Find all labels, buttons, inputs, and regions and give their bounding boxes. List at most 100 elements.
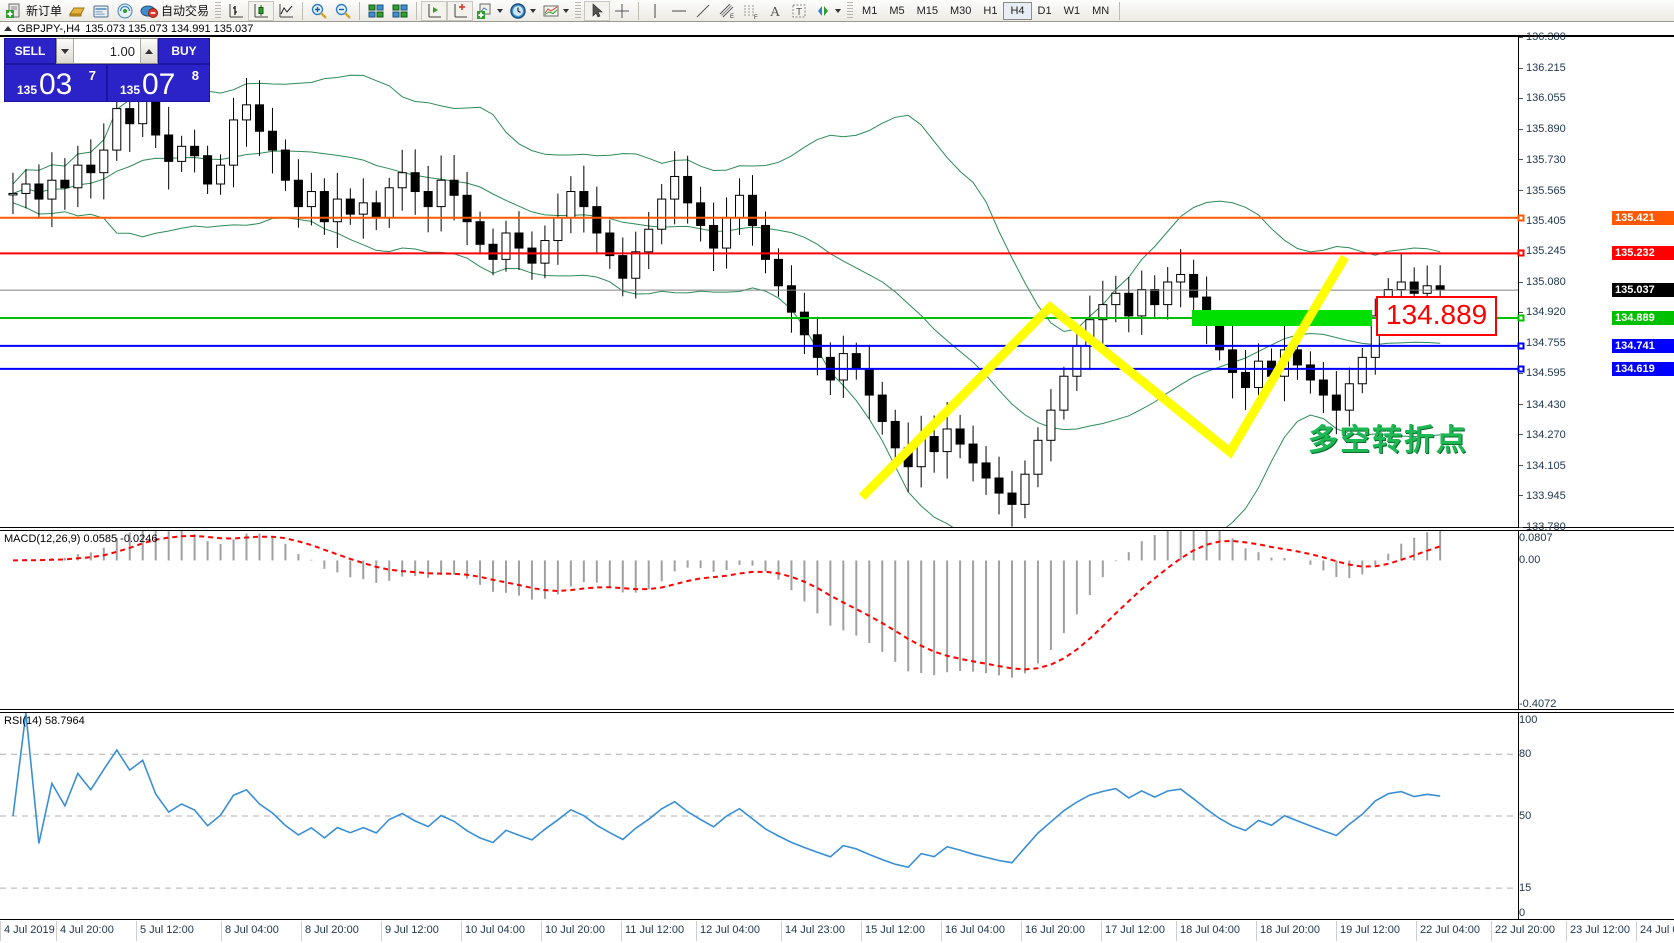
gold-bar-button[interactable] xyxy=(65,1,89,21)
symbol-label: GBPJPY-,H4 xyxy=(17,22,81,35)
price-chart-pane[interactable]: 136.380 136.215 136.055 135.890 135.730 135.5… xyxy=(0,31,1674,533)
periods-button[interactable] xyxy=(506,1,539,21)
trendline-button[interactable] xyxy=(691,1,715,21)
text-button[interactable]: A xyxy=(763,1,787,21)
timeframe-h1-button[interactable]: H1 xyxy=(983,4,998,17)
order-widget-price-row: 135 03 7 135 07 8 xyxy=(4,64,210,102)
volume-decrease-button[interactable] xyxy=(57,39,74,63)
vertical-line-button[interactable] xyxy=(643,1,667,21)
volume-increase-button[interactable] xyxy=(140,39,157,63)
time-axis-label: 4 Jul 20:00 xyxy=(60,924,114,936)
auto-scroll-button[interactable] xyxy=(447,0,474,21)
macd-axis[interactable]: 0.0807 0.00 -0.4072 xyxy=(1518,531,1674,710)
price-level-tag-support-blue-2[interactable]: 134.619 xyxy=(1612,361,1674,376)
rsi-plot-area[interactable] xyxy=(0,713,1518,919)
level-drag-handle-support-blue-1[interactable] xyxy=(1517,342,1525,350)
volume-input[interactable]: 1.00 xyxy=(74,39,140,63)
tick-dash xyxy=(1519,159,1523,161)
macd-pane[interactable]: MACD(12,26,9) 0.0585 -0.0246 0.0807 0.00 -… xyxy=(0,530,1674,710)
zoom-out-icon xyxy=(334,2,352,20)
templates-dropdown-caret[interactable] xyxy=(563,8,570,13)
sell-button[interactable]: SELL xyxy=(4,38,56,64)
indicators-button[interactable] xyxy=(473,1,506,21)
level-drag-handle-support-blue-2[interactable] xyxy=(1517,365,1525,373)
timeframe-mn-button[interactable]: MN xyxy=(1092,4,1110,17)
arrows-button[interactable] xyxy=(811,1,844,21)
buy-button[interactable]: BUY xyxy=(158,38,210,64)
rsi-axis[interactable]: 100 80 50 15 0 xyxy=(1518,713,1674,919)
price-axis-tick-value: 133.945 xyxy=(1526,489,1566,502)
price-level-tag-current-price[interactable]: 135.037 xyxy=(1612,283,1674,298)
collapse-triangle-icon[interactable] xyxy=(4,26,12,31)
new-order-button[interactable]: 新订单 xyxy=(2,1,65,21)
bar-chart-button[interactable] xyxy=(224,1,248,21)
chart-shift-button[interactable] xyxy=(421,0,448,21)
price-axis-tick-value: 135.565 xyxy=(1526,184,1566,197)
buy-price-prefix: 135 xyxy=(120,83,141,97)
crosshair-button[interactable] xyxy=(610,1,634,21)
level-drag-handle-resistance-orange[interactable] xyxy=(1517,214,1525,222)
level-drag-handle-resistance-red[interactable] xyxy=(1517,249,1525,257)
terminal-button[interactable] xyxy=(89,1,113,21)
text-label-button[interactable]: T xyxy=(787,1,811,21)
auto-trading-label: 自动交易 xyxy=(161,4,210,18)
volume-stepper[interactable]: 1.00 xyxy=(56,38,158,64)
arrows-dropdown-caret[interactable] xyxy=(835,8,842,13)
rsi-pane[interactable]: RSI(14) 58.7964 100 80 50 15 0 xyxy=(0,712,1674,920)
price-level-tag-support-green[interactable]: 134.889 xyxy=(1612,310,1674,325)
timeframe-h4-button[interactable]: H4 xyxy=(1003,1,1032,20)
price-axis-tick-value: 135.730 xyxy=(1526,153,1566,166)
timeframe-m5-button[interactable]: M5 xyxy=(889,4,905,17)
price-plot-area[interactable] xyxy=(0,37,1518,527)
macd-plot-area[interactable] xyxy=(0,531,1518,709)
ohlc-values: 135.073 135.073 134.991 135.037 xyxy=(85,22,254,35)
price-level-tag-resistance-red[interactable]: 135.232 xyxy=(1612,246,1674,261)
zoom-out-button[interactable] xyxy=(331,1,355,21)
equidistant-channel-button[interactable]: E xyxy=(715,1,739,21)
timeframe-m30-button[interactable]: M30 xyxy=(950,4,972,17)
templates-button[interactable] xyxy=(539,1,572,21)
toolbar-grip[interactable] xyxy=(215,1,222,20)
timeframe-m1-button[interactable]: M1 xyxy=(862,4,878,17)
auto-trading-button[interactable]: 自动交易 xyxy=(137,1,212,21)
tile-windows-button[interactable] xyxy=(364,1,388,21)
periods-dropdown-caret[interactable] xyxy=(530,8,537,13)
time-axis-label: 23 Jul 12:00 xyxy=(1570,924,1630,936)
price-axis[interactable]: 136.380 136.215 136.055 135.890 135.730 135.5… xyxy=(1517,31,1674,533)
horizontal-line-button[interactable] xyxy=(667,1,691,21)
timeframe-m15-button[interactable]: M15 xyxy=(916,4,938,17)
buy-price-display[interactable]: 135 07 8 xyxy=(107,64,210,102)
cursor-button[interactable] xyxy=(584,0,611,21)
price-axis-tick: 134.595 xyxy=(1519,367,1566,379)
candlestick-icon xyxy=(252,2,270,20)
level-drag-handle-support-green[interactable] xyxy=(1517,314,1525,322)
price-axis-tick-value: 134.105 xyxy=(1526,459,1566,472)
zoom-in-icon xyxy=(310,2,328,20)
time-axis-label: 5 Jul 12:00 xyxy=(140,924,194,936)
price-level-tag-support-blue-1[interactable]: 134.741 xyxy=(1612,338,1674,353)
time-axis-label: 14 Jul 23:00 xyxy=(785,924,845,936)
templates-icon xyxy=(542,2,560,20)
sell-price-display[interactable]: 135 03 7 xyxy=(4,64,107,102)
time-axis[interactable]: 4 Jul 2019 4 Jul 20:00 5 Jul 12:00 8 Jul 04… xyxy=(0,921,1674,941)
line-chart-button[interactable] xyxy=(274,1,298,21)
zoom-in-button[interactable] xyxy=(307,1,331,21)
toolbar-grip-2[interactable] xyxy=(575,1,582,20)
price-callout-box[interactable]: 134.889 xyxy=(1376,295,1498,336)
price-level-tag-resistance-orange[interactable]: 135.421 xyxy=(1612,210,1674,225)
toolbar-grip-3[interactable] xyxy=(847,1,854,20)
svg-text:F: F xyxy=(754,15,758,20)
signals-button[interactable] xyxy=(113,1,137,21)
buy-price-main: 07 xyxy=(142,68,176,101)
data-window-button[interactable] xyxy=(388,1,412,21)
candlestick-chart-button[interactable] xyxy=(248,0,275,21)
chart-annotation-text[interactable]: 多空转折点 xyxy=(1308,423,1468,458)
text-label-icon: T xyxy=(790,2,808,20)
indicators-dropdown-caret[interactable] xyxy=(497,8,504,13)
timeframe-d1-button[interactable]: D1 xyxy=(1037,4,1052,17)
fibonacci-button[interactable]: F xyxy=(739,1,763,21)
timeframe-w1-button[interactable]: W1 xyxy=(1063,4,1081,17)
price-axis-tick-value: 135.890 xyxy=(1526,123,1566,136)
time-axis-separator xyxy=(1101,921,1102,941)
svg-text:A: A xyxy=(770,5,781,20)
